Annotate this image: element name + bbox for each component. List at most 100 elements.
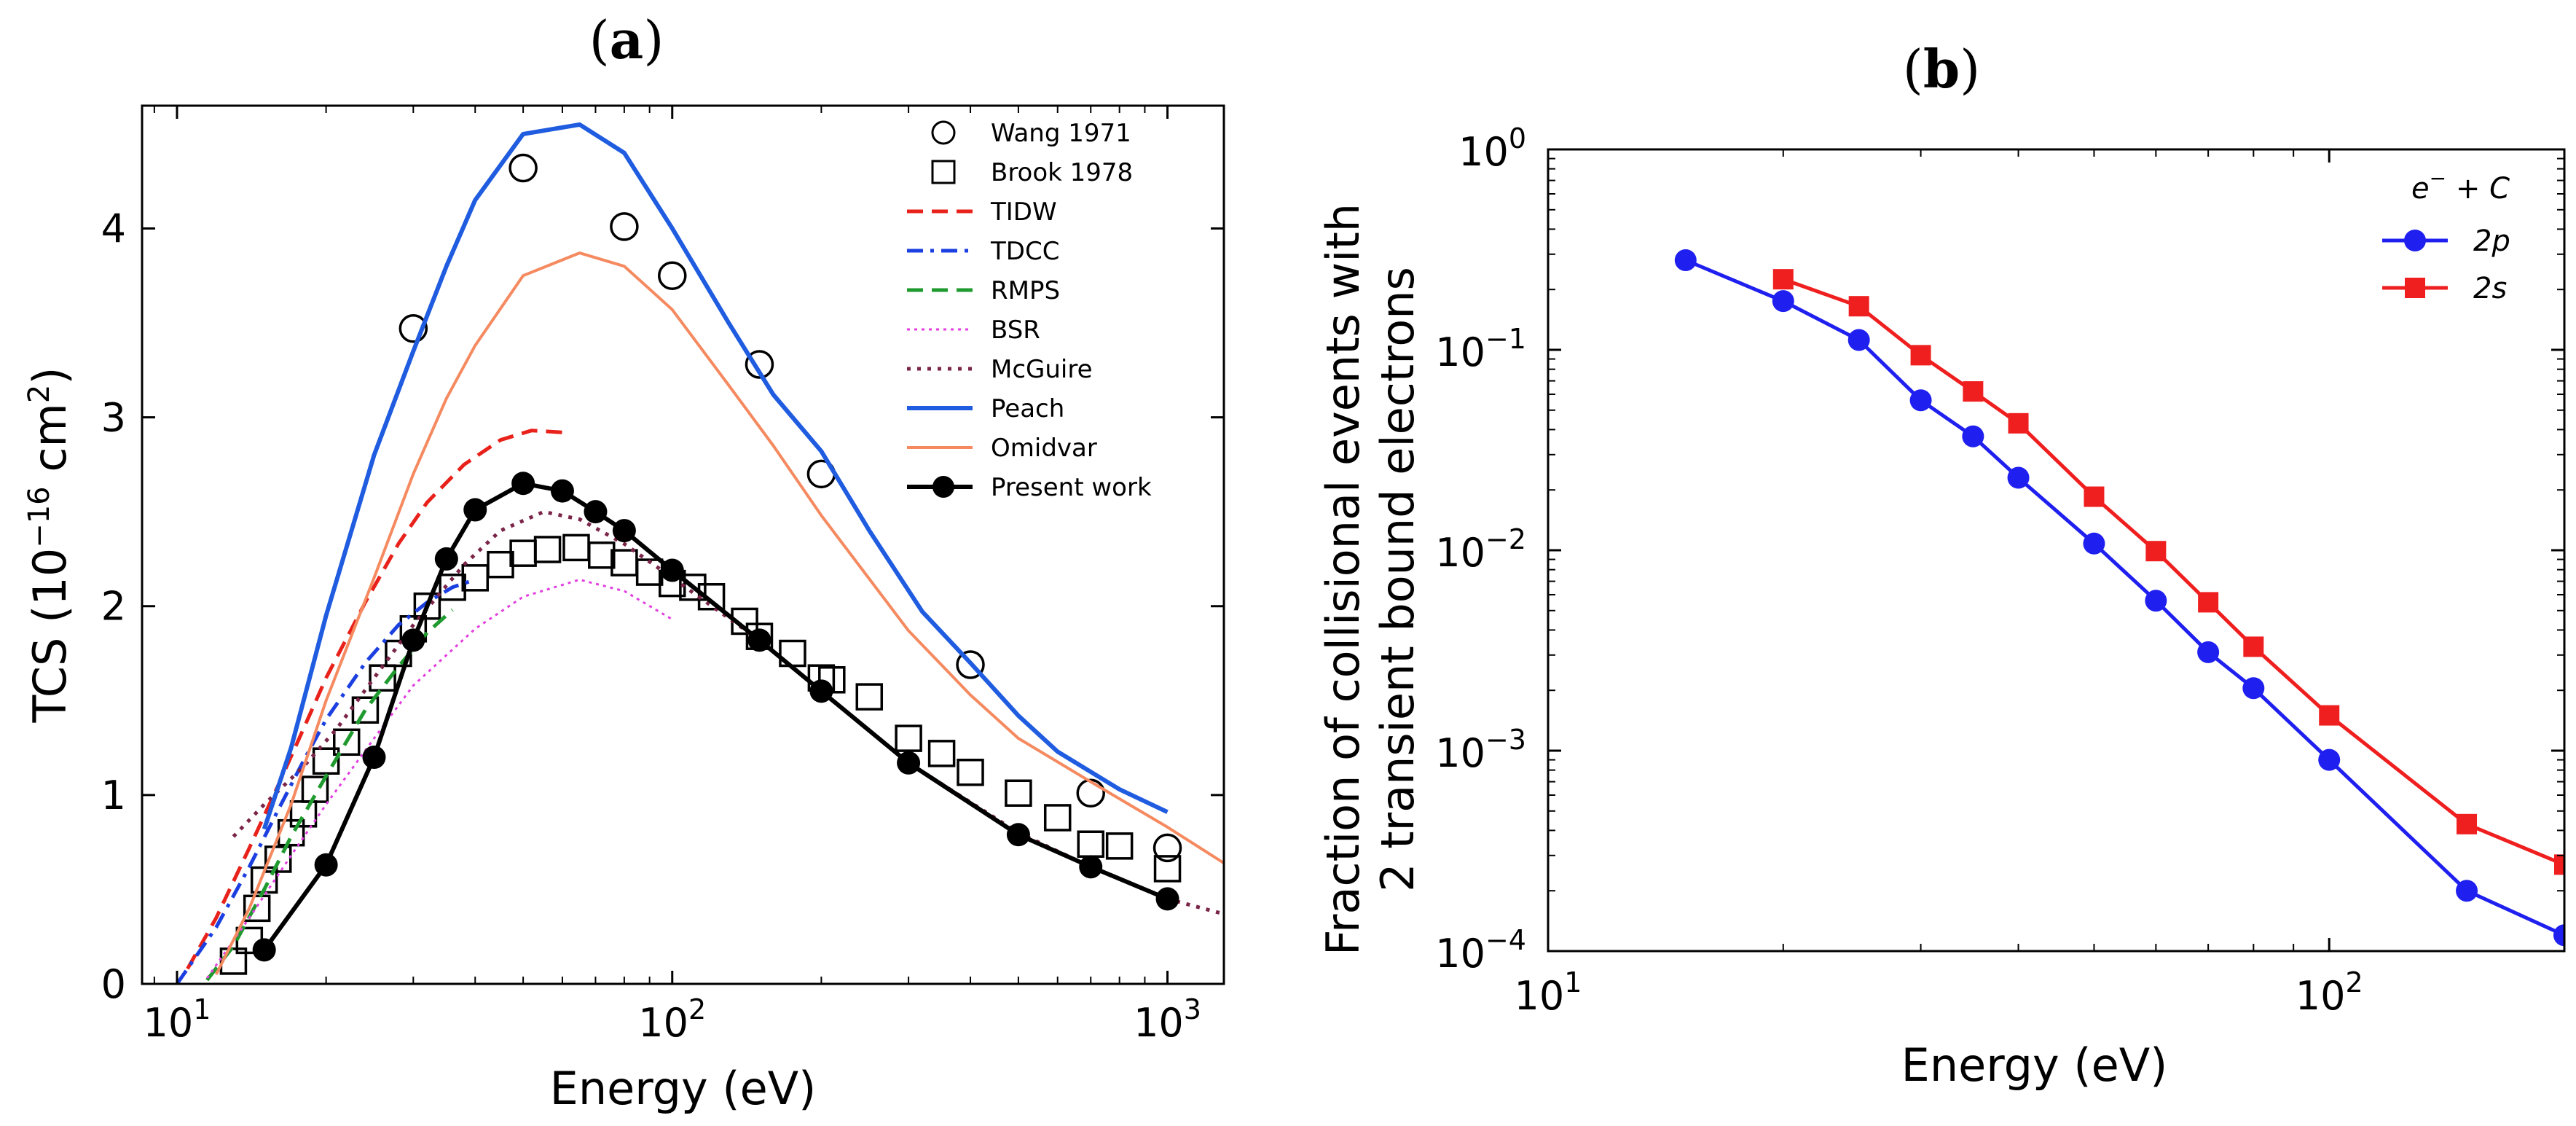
legend-marker (931, 120, 956, 145)
series-line (262, 481, 1169, 952)
data-point (1079, 855, 1103, 879)
data-point (2553, 924, 2564, 947)
legend-item: Peach (907, 394, 1064, 423)
data-point (1910, 345, 1931, 366)
series-present-work (252, 472, 1179, 962)
data-point (745, 350, 774, 379)
data-point (2145, 541, 2167, 562)
legend-item: BSR (907, 316, 1040, 345)
panel-a-series (175, 122, 1224, 984)
data-point (219, 947, 248, 975)
data-point (264, 845, 292, 873)
data-point (2145, 590, 2167, 612)
y-tick-label: 3 (101, 395, 126, 441)
data-point (2318, 748, 2341, 771)
legend-item: TIDW (907, 198, 1057, 227)
series-line (262, 122, 1169, 830)
data-point (398, 314, 428, 343)
legend-label: TIDW (990, 198, 1057, 227)
data-point (2084, 486, 2105, 507)
data-point (2007, 466, 2030, 489)
series-2p (1674, 249, 2564, 947)
legend-item: Brook 1978 (931, 158, 1133, 187)
data-point (362, 746, 386, 770)
legend-label: TDCC (990, 237, 1059, 266)
data-point (1153, 855, 1182, 883)
panel-b-series (1674, 249, 2564, 947)
data-point (2319, 705, 2340, 726)
legend-marker (931, 160, 956, 184)
series-line (175, 578, 476, 984)
y-tick-label: 10−3 (1435, 724, 1526, 776)
legend-label: RMPS (991, 276, 1060, 305)
data-point (1674, 249, 1697, 272)
data-point (461, 564, 489, 592)
data-point (533, 536, 562, 563)
y-tick-label: 4 (101, 206, 126, 251)
data-point (1909, 389, 1932, 412)
data-point (2197, 641, 2220, 663)
series-line (205, 609, 454, 982)
series-line (205, 578, 673, 980)
panel-b-x-axis-label: Energy (eV) (1901, 1039, 2168, 1092)
data-point (2198, 592, 2219, 613)
legend-label: Wang 1971 (991, 119, 1131, 148)
legend-label: 2p (2473, 224, 2510, 258)
legend-marker (932, 476, 954, 498)
legend-item: Wang 1971 (931, 119, 1131, 148)
data-point (2457, 813, 2478, 834)
panel-b-y-axis-label-line2: 2 transient bound electrons (1371, 267, 1424, 892)
x-tick-label: 102 (638, 993, 706, 1046)
data-point (1006, 823, 1030, 847)
series-peach (262, 122, 1169, 830)
panel-b-label: (b) (1903, 38, 1981, 100)
y-tick-label: 10−1 (1435, 323, 1526, 375)
panel-a-legend: Wang 1971 Brook 1978 TIDW TDCC RMPS BSR McGuir… (907, 119, 1152, 502)
data-point (612, 519, 636, 543)
series-line (215, 251, 1224, 975)
data-point (1962, 425, 1984, 447)
legend-label: McGuire (991, 355, 1093, 384)
data-point (243, 894, 271, 923)
data-point (2243, 636, 2264, 657)
data-point (855, 683, 884, 711)
data-point (2008, 413, 2029, 434)
data-point (333, 728, 361, 756)
data-point (562, 533, 590, 562)
data-point (2083, 532, 2105, 555)
data-point (1848, 296, 1869, 317)
legend-label: Peach (991, 394, 1064, 423)
y-tick-label: 10−4 (1435, 924, 1526, 977)
data-point (434, 547, 458, 571)
data-point (584, 500, 608, 524)
series-wang-1971 (398, 153, 1182, 863)
series-line (1684, 258, 2564, 937)
panel-a-label: (a) (589, 9, 664, 71)
data-point (1772, 290, 1794, 313)
data-point (1155, 887, 1179, 911)
legend-label: 2s (2473, 272, 2507, 305)
data-point (1005, 779, 1032, 808)
data-point (2456, 880, 2478, 902)
y-tick-label: 1 (101, 773, 126, 818)
data-point (1847, 329, 1870, 351)
series-tdcc (175, 578, 476, 984)
legend-label: Omidvar (991, 434, 1097, 463)
legend-marker (2405, 278, 2425, 298)
panel-a-axes-frame (141, 104, 1225, 985)
data-point (2242, 677, 2265, 700)
legend-marker (2404, 230, 2426, 251)
series-omidvar (215, 251, 1224, 975)
legend-item: 2s (2382, 272, 2507, 305)
legend-item: Omidvar (907, 434, 1097, 463)
data-point (927, 740, 956, 767)
x-tick-label: 101 (144, 993, 211, 1046)
panel-a-x-axis-label: Energy (eV) (550, 1062, 817, 1115)
series-rmps (205, 609, 454, 982)
data-point (401, 628, 425, 652)
data-point (897, 751, 921, 775)
series-mcguire (232, 509, 1224, 916)
